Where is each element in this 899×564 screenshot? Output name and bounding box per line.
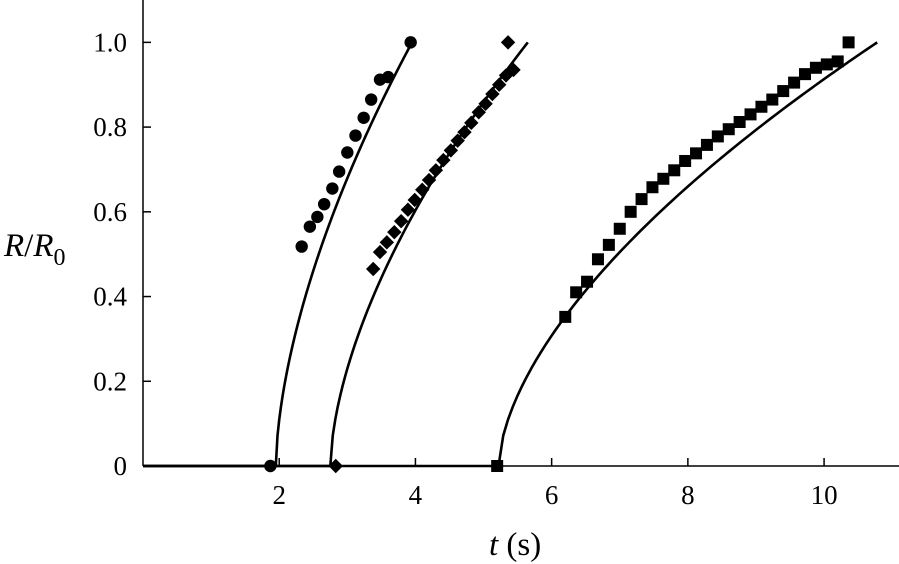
data-point-square: [668, 164, 681, 177]
data-point-circle: [264, 459, 277, 473]
data-point-square: [635, 193, 648, 206]
data-point-square: [491, 460, 504, 472]
data-point-circle: [303, 220, 317, 233]
data-point-circle: [326, 182, 339, 195]
markers: [264, 35, 855, 474]
x-tick-label: 10: [811, 480, 838, 510]
data-point-square: [799, 68, 812, 81]
fit-curve-square: [143, 41, 878, 468]
data-point-square: [809, 61, 822, 74]
y-tick-label: 0.2: [93, 366, 127, 396]
data-point-square: [690, 147, 703, 160]
data-point-square: [581, 275, 594, 288]
data-point-diamond: [443, 143, 459, 158]
x-label-var: t: [489, 527, 499, 563]
data-point-diamond: [407, 192, 422, 208]
data-point-diamond: [450, 133, 465, 148]
data-point-diamond: [421, 172, 437, 188]
data-point-diamond: [498, 68, 514, 83]
data-point-diamond: [457, 124, 472, 140]
y-axis-label: R/R0: [3, 228, 66, 271]
data-point-diamond: [436, 152, 451, 168]
data-point-square: [788, 76, 801, 89]
data-point-circle: [341, 146, 354, 159]
data-point-diamond: [372, 244, 388, 260]
x-tick-label: 8: [681, 480, 695, 510]
data-point-circle: [357, 111, 370, 124]
data-point-diamond: [485, 86, 500, 102]
data-point-diamond: [428, 163, 444, 178]
data-point-diamond: [415, 182, 430, 197]
data-point-circle: [311, 210, 324, 224]
data-point-diamond: [478, 96, 493, 111]
y-tick-label: 0.6: [93, 197, 127, 227]
tick-labels: 0 0.2 0.4 0.6 0.8 1.0 2 4 6 8 10: [93, 27, 837, 510]
data-point-circle: [349, 129, 362, 142]
fit-curve-diamond: [143, 41, 529, 468]
data-point-square: [820, 58, 833, 71]
data-point-square: [842, 36, 855, 49]
data-point-diamond: [500, 35, 516, 50]
data-point-diamond: [387, 224, 402, 240]
data-point-diamond: [366, 261, 381, 277]
data-point-square: [744, 108, 757, 121]
x-axis-label: t (s): [489, 527, 541, 563]
data-point-diamond: [379, 235, 395, 250]
data-point-diamond: [506, 62, 521, 78]
x-label-unit: (s): [498, 527, 541, 563]
data-point-diamond: [328, 458, 343, 474]
data-point-square: [733, 116, 746, 129]
data-point-square: [559, 310, 572, 323]
data-point-square: [700, 138, 713, 151]
y-tick-label: 0.4: [93, 282, 127, 312]
data-point-square: [602, 238, 615, 251]
data-point-circle: [295, 240, 308, 253]
data-point-diamond: [400, 202, 416, 217]
data-point-diamond: [492, 77, 507, 92]
data-point-diamond: [464, 115, 479, 131]
data-point-square: [624, 205, 637, 218]
x-tick-label: 2: [272, 480, 286, 510]
data-point-square: [711, 130, 724, 143]
data-point-circle: [364, 93, 378, 106]
x-tick-label: 6: [545, 480, 559, 510]
data-point-square: [646, 181, 659, 194]
data-point-square: [591, 253, 604, 266]
data-point-square: [831, 55, 844, 68]
data-point-square: [570, 286, 583, 299]
data-point-square: [777, 85, 790, 98]
data-point-square: [657, 172, 670, 185]
y-tick-label: 0.8: [93, 112, 127, 142]
y-label-sub: 0: [54, 245, 66, 271]
y-label-sep: /: [24, 228, 34, 264]
data-point-square: [679, 154, 692, 167]
data-point-circle: [317, 197, 331, 211]
y-label-var1: R: [3, 228, 24, 264]
data-point-diamond: [393, 213, 409, 229]
y-tick-label: 1.0: [93, 27, 127, 57]
y-tick-label: 0: [114, 451, 128, 481]
data-point-square: [766, 93, 779, 106]
data-point-square: [613, 222, 626, 235]
fit-curve-circle: [143, 41, 414, 468]
x-tick-label: 4: [409, 480, 423, 510]
y-label-var2: R: [32, 228, 53, 264]
data-point-circle: [332, 165, 346, 178]
data-point-square: [722, 123, 735, 136]
data-point-square: [755, 100, 768, 113]
data-point-diamond: [471, 105, 486, 120]
data-point-circle: [381, 70, 395, 84]
data-point-circle: [404, 36, 417, 49]
y-axis: [142, 0, 151, 467]
